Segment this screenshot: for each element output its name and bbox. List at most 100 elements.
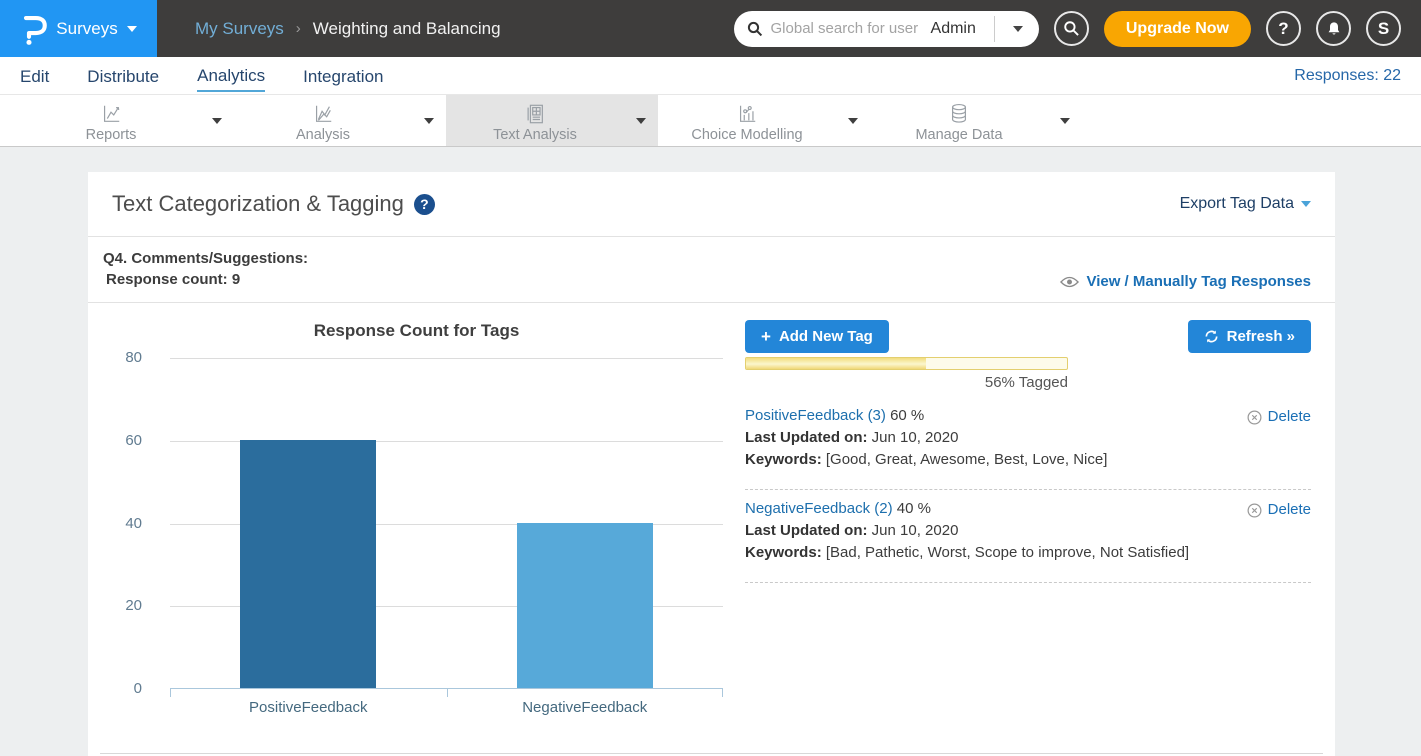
brand-label: Surveys (56, 18, 118, 38)
grid-line (170, 606, 723, 608)
plus-icon: + (761, 326, 771, 346)
tab-text-analysis-dropdown[interactable] (624, 117, 658, 124)
tab-label: Choice Modelling (691, 126, 803, 143)
tab-choice-modelling-dropdown[interactable] (836, 117, 870, 124)
database-icon (951, 103, 967, 123)
tab-manage-data[interactable]: Manage Data (870, 95, 1082, 146)
tags-section: + Add New Tag Refresh » 56% Tagged (745, 303, 1311, 716)
search-icon (1064, 21, 1079, 36)
search-button[interactable] (1053, 11, 1089, 46)
keywords-value: [Bad, Pathetic, Worst, Scope to improve,… (825, 544, 1190, 561)
breadcrumb: My Surveys › Weighting and Balancing (195, 19, 501, 39)
tab-analysis[interactable]: Analysis (234, 95, 446, 146)
notifications-button[interactable] (1316, 11, 1351, 46)
nav-item-integration[interactable]: Integration (303, 66, 384, 86)
line-chart-icon (103, 105, 120, 122)
chart-title: Response Count for Tags (313, 321, 520, 340)
x-tick-label: NegativeFeedback (522, 699, 648, 716)
y-tick-label: 20 (125, 597, 142, 615)
tag-entry: PositiveFeedback (3) 60 % Last Updated o… (745, 397, 1311, 490)
bar-PositiveFeedback (240, 439, 377, 688)
y-tick-label: 0 (133, 680, 142, 697)
last-updated-label: Last Updated on: (745, 522, 868, 539)
y-tick-label: 80 (125, 349, 142, 366)
help-button[interactable]: ? (1266, 11, 1301, 46)
bar-NegativeFeedback (516, 522, 653, 688)
export-tag-data-label: Export Tag Data (1179, 195, 1294, 212)
app-logo-home[interactable]: Surveys (0, 0, 157, 57)
tag-name-link[interactable]: PositiveFeedback (3) (745, 407, 886, 424)
scatter-chart-icon (739, 105, 756, 122)
tagged-progress-bar (745, 357, 1068, 370)
delete-tag-button[interactable]: Delete (1247, 499, 1311, 521)
panel-content: Response Count for Tags 0 20 40 60 80 Positi… (88, 303, 1335, 716)
add-new-tag-label: Add New Tag (778, 328, 873, 345)
tab-reports-dropdown[interactable] (200, 117, 234, 124)
x-axis-labels: PositiveFeedback NegativeFeedback (170, 699, 723, 716)
tag-percent: 40 % (896, 500, 931, 517)
text-categorization-panel: Text Categorization & Tagging ? Export T… (88, 172, 1335, 756)
breadcrumb-my-surveys[interactable]: My Surveys (195, 18, 284, 38)
last-updated-value: Jun 10, 2020 (871, 429, 959, 446)
x-axis-tick (446, 689, 448, 697)
chevron-down-icon (424, 117, 434, 124)
nav-item-edit[interactable]: Edit (20, 66, 50, 86)
plot-area (170, 358, 723, 697)
questionpro-logo-icon (24, 15, 48, 45)
y-tick-label: 60 (125, 431, 142, 449)
tagged-progress-fill (746, 358, 926, 369)
bell-icon (1328, 21, 1339, 35)
nav-item-distribute[interactable]: Distribute (87, 66, 160, 86)
tab-analysis-dropdown[interactable] (412, 117, 446, 124)
tab-label: Manage Data (915, 126, 1003, 143)
x-axis-tick (722, 689, 723, 697)
grid-line (170, 358, 723, 359)
refresh-label: Refresh » (1226, 328, 1295, 345)
global-search-input[interactable] (770, 20, 923, 37)
tab-reports[interactable]: Reports (22, 95, 234, 146)
eye-icon (1060, 276, 1080, 287)
search-icon (747, 21, 762, 36)
upgrade-now-button[interactable]: Upgrade Now (1103, 10, 1251, 47)
tagged-percent-label: 56% Tagged (984, 374, 1068, 391)
responses-count: Responses: 22 (1294, 66, 1401, 84)
delete-label: Delete (1267, 408, 1311, 425)
nav-item-analytics[interactable]: Analytics (197, 60, 266, 92)
search-scope-dropdown[interactable] (1003, 25, 1033, 32)
help-icon[interactable]: ? (413, 193, 435, 215)
refresh-button[interactable]: Refresh » (1187, 320, 1311, 353)
y-tick-label: 40 (125, 514, 142, 532)
divider (100, 753, 1323, 754)
tab-text-analysis[interactable]: Text Analysis (446, 95, 658, 146)
header-actions: Admin Upgrade Now ? S (733, 10, 1421, 47)
keywords-label: Keywords: (745, 544, 822, 561)
circle-x-icon (1247, 503, 1262, 517)
panel-title-row: Text Categorization & Tagging ? Export T… (88, 172, 1335, 237)
avatar[interactable]: S (1366, 11, 1401, 46)
survey-nav: Edit Distribute Analytics Integration Re… (0, 57, 1421, 95)
export-tag-data-dropdown[interactable]: Export Tag Data (1180, 195, 1311, 213)
chevron-down-icon (126, 25, 137, 32)
tag-entry: NegativeFeedback (2) 40 % Last Updated o… (745, 490, 1311, 583)
circle-x-icon (1247, 410, 1262, 424)
multi-line-chart-icon (315, 105, 332, 122)
x-axis-tick (170, 689, 171, 697)
tags-toolbar: + Add New Tag Refresh » (745, 320, 1311, 353)
tab-label: Text Analysis (493, 126, 577, 143)
tab-label: Analysis (296, 126, 350, 143)
chevron-down-icon (1301, 201, 1311, 207)
view-manually-tag-label: View / Manually Tag Responses (1086, 273, 1311, 290)
tab-manage-data-dropdown[interactable] (1048, 117, 1082, 124)
y-axis-labels: 0 20 40 60 80 (110, 349, 156, 697)
tag-name-link[interactable]: NegativeFeedback (2) (745, 500, 893, 517)
keywords-value: [Good, Great, Awesome, Best, Love, Nice] (825, 451, 1108, 468)
view-manually-tag-link[interactable]: View / Manually Tag Responses (1060, 273, 1311, 290)
chart-section: Response Count for Tags 0 20 40 60 80 Positi… (110, 303, 745, 716)
grid-line (170, 440, 723, 442)
last-updated-value: Jun 10, 2020 (871, 522, 959, 539)
x-tick-label: PositiveFeedback (249, 699, 368, 716)
tab-label: Reports (85, 126, 137, 143)
add-new-tag-button[interactable]: + Add New Tag (745, 320, 889, 353)
delete-tag-button[interactable]: Delete (1247, 406, 1311, 428)
tab-choice-modelling[interactable]: Choice Modelling (658, 95, 870, 146)
